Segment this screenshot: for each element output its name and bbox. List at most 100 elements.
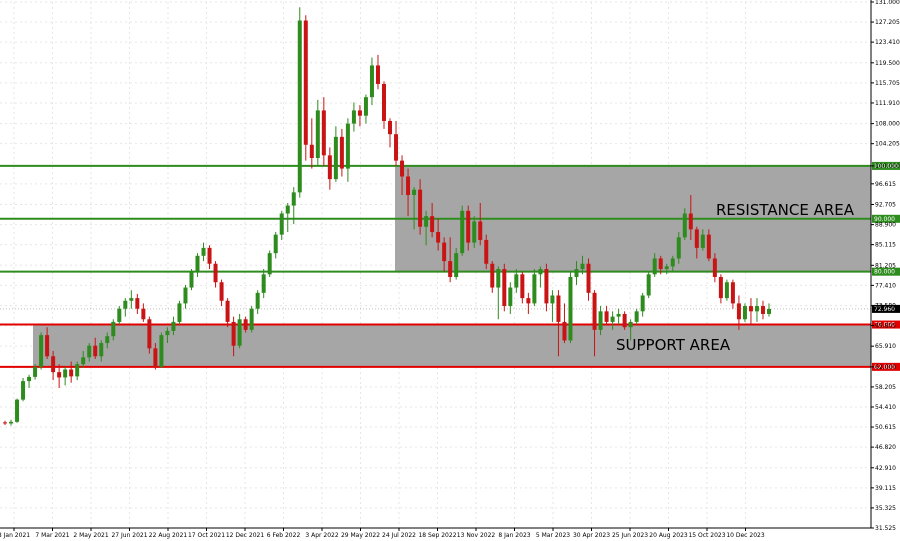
x-tick-label: 5 Mar 2023 [536,532,570,539]
y-tick-label: 104.205 [875,141,900,148]
y-tick-label: 46.820 [875,444,896,451]
candle-body [514,274,519,288]
candle-body [285,205,290,214]
y-tick-label: 42.910 [875,465,896,472]
y-tick-label: 85.115 [875,242,896,249]
candle-body [303,20,308,145]
candle-body [718,276,723,299]
candle-body [117,308,122,322]
candle-body [291,192,296,206]
candle-body [189,271,194,288]
candle-body [748,306,753,312]
candle-body [652,258,657,275]
candle-body [754,306,759,312]
candle-body [381,83,386,121]
candle-body [664,266,669,270]
level-tag-label: 80.000 [874,269,895,276]
x-tick-label: 13 Nov 2022 [457,532,496,539]
candle-body [21,381,26,400]
candle-body [712,258,717,277]
candle-body [730,282,735,304]
y-tick-label: 69.805 [875,323,896,330]
candle-body [640,295,645,312]
candle-body [556,295,561,322]
candle-body [562,321,567,341]
candle-body [231,321,236,346]
candle-body [171,321,176,331]
candle-body [315,110,320,158]
candle-body [57,372,62,378]
x-tick-label: 10 Dec 2023 [726,532,765,539]
candle-body [406,176,411,196]
candle-body [580,263,585,270]
candle-body [586,263,591,293]
y-tick-label: 115.705 [875,80,900,87]
level-tag [872,320,900,329]
candle-body [472,221,477,243]
x-tick-label: 22 Aug 2021 [149,532,188,539]
candle-body [333,136,338,180]
candle-body [39,335,44,367]
candle-body [327,155,332,180]
candle-body [369,65,374,98]
candle-body [165,330,170,336]
candle-body [297,20,302,193]
candle-body [375,65,380,84]
candle-body [69,369,74,377]
candle-body [63,369,68,378]
x-tick-label: 8 Jan 2023 [498,532,530,539]
current-price-label: 72.960 [874,306,895,313]
candle-body [538,269,543,275]
candle-body [219,282,224,301]
level-tag-label: 62.000 [874,364,895,371]
candle-body [249,308,254,330]
level-tag [872,161,900,170]
candle-body [520,274,525,299]
candle-body [676,237,681,259]
candle-body [658,258,663,270]
candle-body [700,234,705,248]
candle-body [767,308,771,314]
y-tick-label: 77.410 [875,282,896,289]
candle-body [388,120,393,135]
candle-body [45,335,50,357]
level-tag [872,267,900,276]
x-tick-label: 3 Apr 2022 [305,532,338,539]
candle-body [550,295,555,304]
candle-body [351,110,356,124]
candle-body [496,269,501,288]
candle-body [418,189,423,227]
candle-body [255,292,260,309]
candle-body [321,110,326,156]
candle-body [177,303,182,322]
support-zone [33,324,871,367]
y-tick-label: 62.000 [875,364,896,371]
candle-body [490,263,495,288]
candle-body [400,160,405,177]
candle-body [81,357,86,365]
y-tick-label: 111.910 [875,100,900,107]
candle-body [99,343,104,357]
x-tick-label: 24 Jul 2022 [382,532,416,539]
candle-body [670,258,675,267]
candle-body [634,311,639,322]
candle-body [706,234,711,259]
x-tick-label: 12 Dec 2021 [226,532,265,539]
candles [3,7,771,426]
y-tick-label: 65.910 [875,343,896,350]
candle-body [213,263,218,283]
candle-body [237,319,242,346]
candle-body [141,308,146,320]
level-tag [872,214,900,223]
candle-body [682,213,687,238]
candle-body [159,335,164,367]
candle-body [604,311,609,322]
candle-body [424,216,429,227]
candle-body [261,274,266,293]
y-tick-label: 58.205 [875,384,896,391]
candle-body [357,110,362,116]
candle-body [225,300,230,322]
x-tick-label: 15 Oct 2023 [688,532,725,539]
